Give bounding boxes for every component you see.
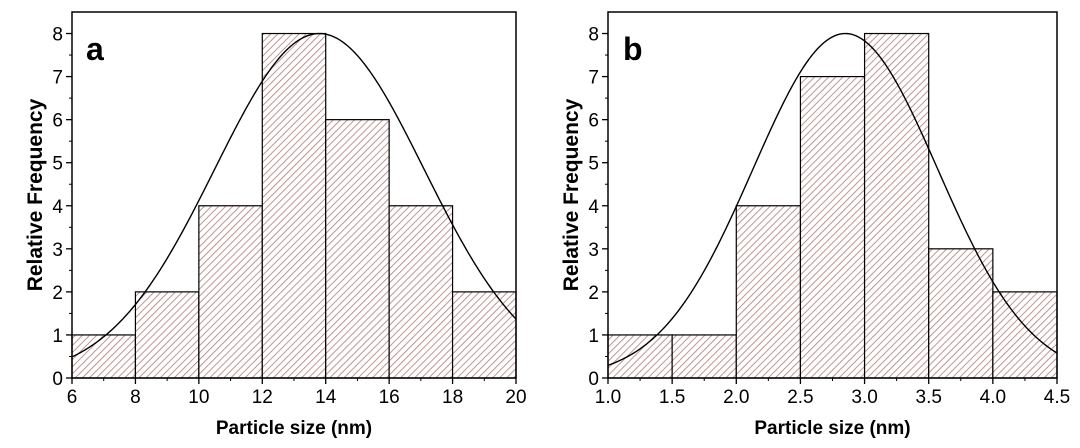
histogram-bar <box>928 248 994 379</box>
x-tick-label: 18 <box>442 387 463 408</box>
x-tick-label: 3.0 <box>851 387 877 408</box>
histogram-bar <box>388 205 454 379</box>
y-tick-label: 1 <box>588 326 599 347</box>
x-axis-label: Particle size (nm) <box>216 418 372 439</box>
histogram-bar <box>325 119 390 379</box>
x-axis-label: Particle size (nm) <box>754 418 910 439</box>
histogram-bar <box>198 205 263 379</box>
histogram-bar <box>799 75 866 379</box>
histogram-bar <box>451 291 517 379</box>
histogram-panel-b: 1.0 1.5 2.0 2.5 3.0 3.5 4.0 4.5 0 1 2 3 4 5 6 7 8 Particl… <box>560 11 1070 439</box>
x-tick-label: 14 <box>315 387 337 408</box>
x-tick-label: 1.0 <box>595 387 621 408</box>
x-tick-label: 2.5 <box>787 387 813 408</box>
histogram-bar <box>261 32 327 379</box>
histogram-bar <box>671 334 737 379</box>
y-tick-label: 1 <box>52 326 63 347</box>
y-tick-label: 6 <box>52 111 63 132</box>
y-tick-label: 6 <box>588 111 599 132</box>
x-tick-label: 4.0 <box>980 387 1006 408</box>
histogram-bar <box>134 291 200 379</box>
histogram-bar <box>992 291 1058 379</box>
x-tick-label: 2.0 <box>723 387 749 408</box>
histogram-bar <box>71 334 137 379</box>
y-tick-label: 3 <box>588 240 599 261</box>
y-tick-label: 5 <box>588 154 599 175</box>
histogram-bar <box>607 334 673 379</box>
x-tick-label: 4.5 <box>1044 387 1070 408</box>
y-tick-label: 4 <box>588 197 599 218</box>
y-tick-label: 0 <box>588 369 599 390</box>
x-tick-label: 10 <box>188 387 209 408</box>
x-tick-label: 12 <box>252 387 273 408</box>
panel-label: a <box>86 31 104 67</box>
x-tick-label: 8 <box>130 387 141 408</box>
y-axis-label: Relative Frequency <box>24 98 47 291</box>
y-tick-label: 2 <box>588 283 599 304</box>
panel-label: b <box>623 31 643 67</box>
y-tick-label: 4 <box>52 197 63 218</box>
x-tick-label: 16 <box>379 387 400 408</box>
histogram-bar <box>863 32 930 379</box>
y-axis-label: Relative Frequency <box>560 98 583 291</box>
y-tick-label: 8 <box>588 25 599 46</box>
y-tick-label: 2 <box>52 283 63 304</box>
gaussian-fit-curve <box>71 32 517 358</box>
y-tick-label: 7 <box>588 68 599 89</box>
y-tick-label: 8 <box>52 25 63 46</box>
x-tick-label: 6 <box>67 387 78 408</box>
histogram-bar <box>735 205 802 379</box>
y-tick-label: 3 <box>52 240 63 261</box>
y-tick-label: 7 <box>52 68 63 89</box>
y-tick-label: 0 <box>52 369 63 390</box>
x-tick-label: 3.5 <box>916 387 942 408</box>
y-tick-label: 5 <box>52 154 63 175</box>
x-tick-label: 20 <box>505 387 526 408</box>
x-tick-label: 1.5 <box>659 387 685 408</box>
gaussian-fit-curve <box>607 32 1058 366</box>
